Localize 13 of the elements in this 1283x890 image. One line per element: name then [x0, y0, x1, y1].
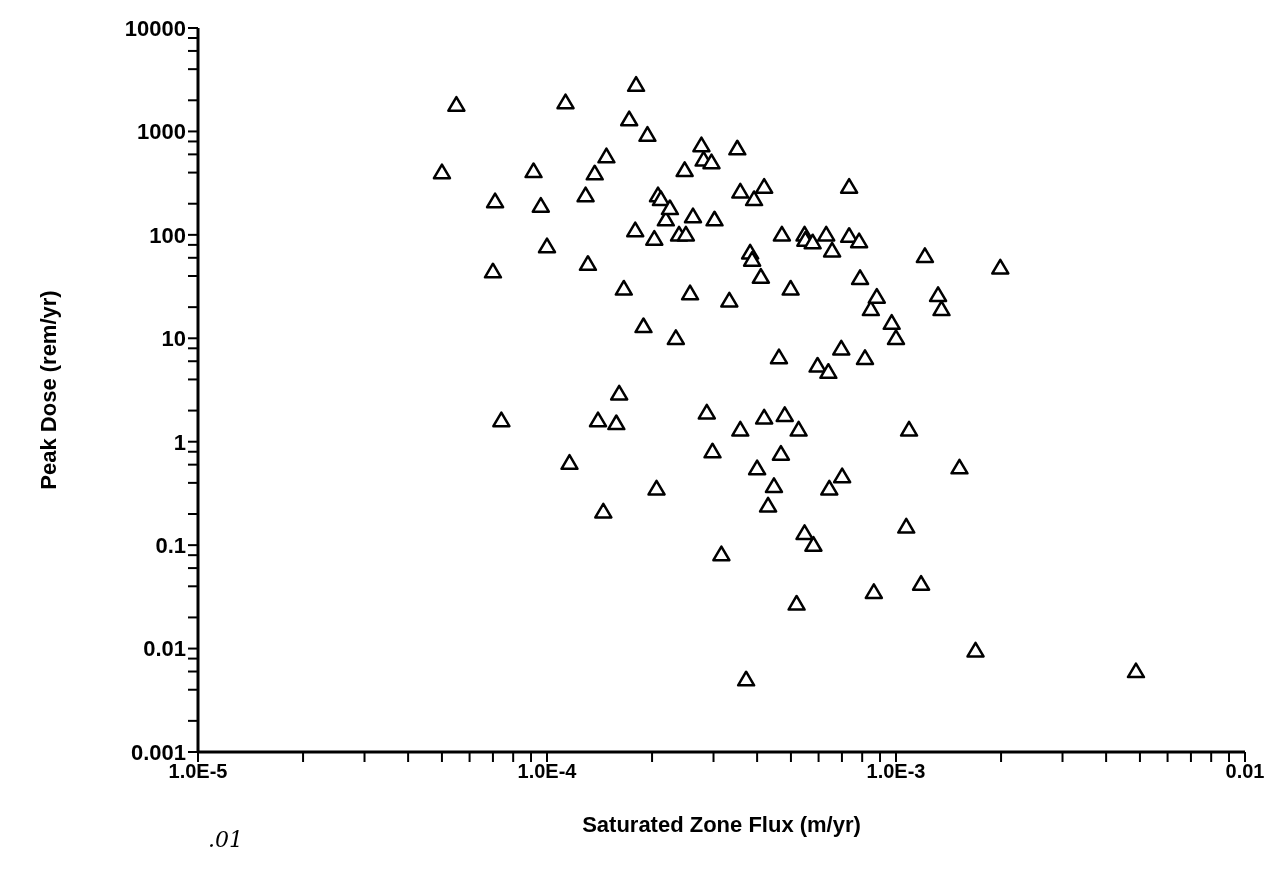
y-axis-title: Peak Dose (rem/yr) [35, 290, 61, 490]
y-tick-label: 1000 [137, 119, 186, 145]
x-tick-label: 0.01 [1225, 760, 1265, 783]
y-tick-label: 10 [161, 326, 186, 352]
y-tick-label: 1 [173, 429, 186, 455]
y-tick-label: 100 [149, 222, 186, 248]
y-tick-label: 10000 [124, 15, 186, 41]
y-tick-label: 0.01 [143, 636, 186, 662]
x-axis-title: Saturated Zone Flux (m/yr) [582, 812, 861, 837]
x-tick-label: 1.0E-4 [517, 760, 578, 783]
x-tick-label: 1.0E-3 [866, 760, 926, 783]
y-tick-label: 0.1 [155, 532, 186, 558]
text: .01 [208, 827, 243, 852]
